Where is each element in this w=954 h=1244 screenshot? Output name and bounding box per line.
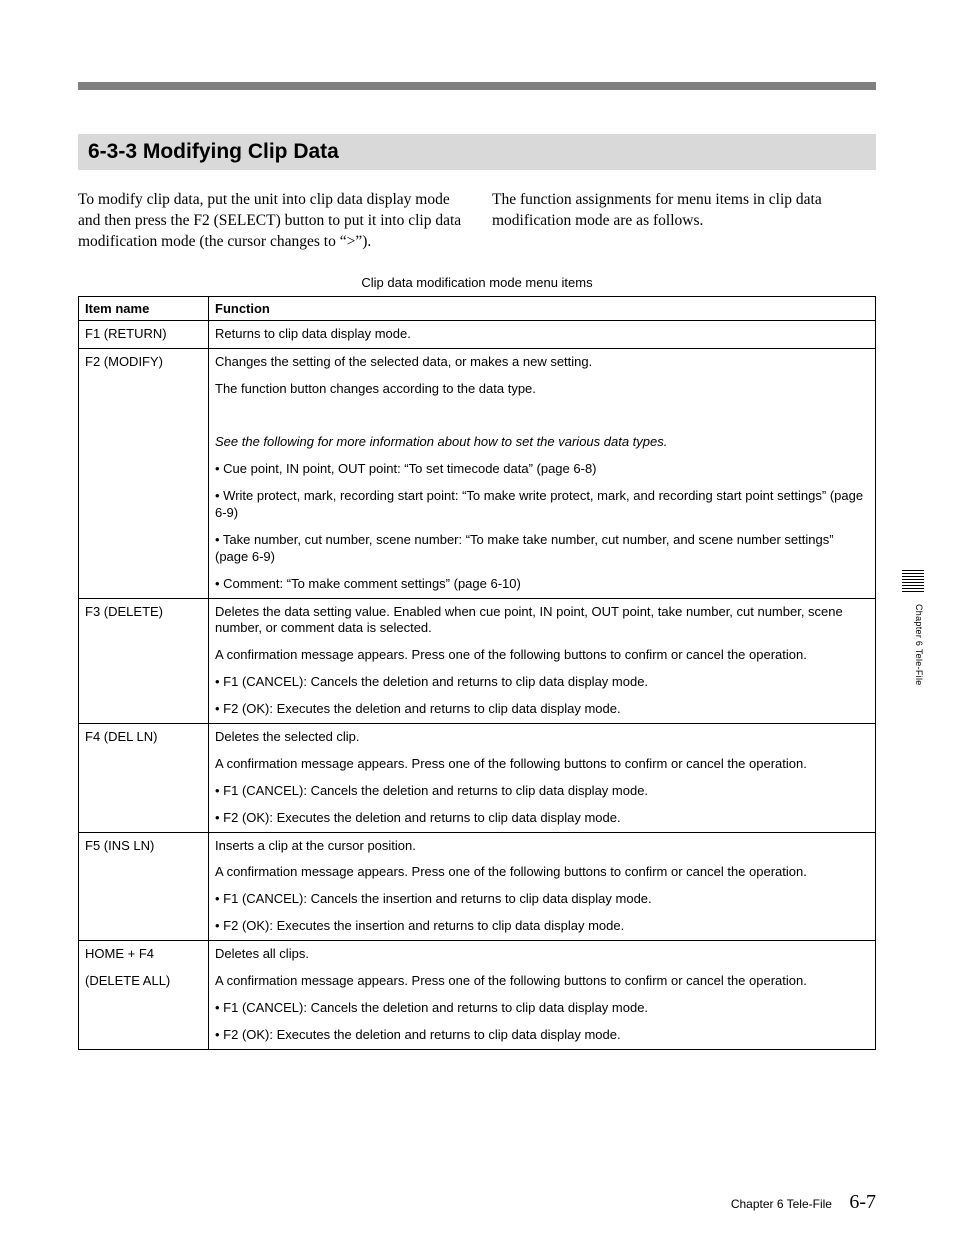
side-tab-label: Chapter 6 Tele-File [914,604,924,686]
cell-function: The function button changes according to… [209,376,876,403]
cell-function: Returns to clip data display mode. [209,320,876,348]
cell-item [79,778,209,805]
cell-function: Changes the setting of the selected data… [209,348,876,375]
cell-item [79,859,209,886]
th-function: Function [209,296,876,320]
cell-function: • F2 (OK): Executes the insertion and re… [209,913,876,940]
table-row: F1 (RETURN)Returns to clip data display … [79,320,876,348]
table-row: • Take number, cut number, scene number:… [79,527,876,571]
cell-item: HOME + F4 [79,941,209,968]
cell-item [79,913,209,940]
cell-item [79,751,209,778]
cell-function: Deletes all clips. [209,941,876,968]
cell-item [79,571,209,598]
side-tab: Chapter 6 Tele-File [894,570,924,686]
table-row: • F1 (CANCEL): Cancels the deletion and … [79,995,876,1022]
cell-function: Deletes the data setting value. Enabled … [209,598,876,642]
footer-chapter: Chapter 6 Tele-File [731,1197,832,1211]
table-row: • F1 (CANCEL): Cancels the deletion and … [79,669,876,696]
cell-item [79,669,209,696]
cell-item [79,376,209,403]
cell-function: • F2 (OK): Executes the deletion and ret… [209,1022,876,1049]
cell-function: A confirmation message appears. Press on… [209,751,876,778]
table-caption: Clip data modification mode menu items [78,275,876,290]
menu-table: Item name Function F1 (RETURN)Returns to… [78,296,876,1050]
cell-function: • F1 (CANCEL): Cancels the insertion and… [209,886,876,913]
table-row: A confirmation message appears. Press on… [79,642,876,669]
footer-page-number: 6-7 [849,1191,876,1213]
table-row: • F1 (CANCEL): Cancels the insertion and… [79,886,876,913]
table-header-row: Item name Function [79,296,876,320]
intro-right: The function assignments for menu items … [492,190,876,253]
cell-function: See the following for more information a… [209,429,876,456]
cell-item: F5 (INS LN) [79,832,209,859]
page: 6-3-3 Modifying Clip Data To modify clip… [0,0,954,1244]
table-row: • F2 (OK): Executes the deletion and ret… [79,1022,876,1049]
side-tab-lines-icon [902,570,924,594]
cell-function: A confirmation message appears. Press on… [209,968,876,995]
cell-function: • Take number, cut number, scene number:… [209,527,876,571]
cell-function [209,402,876,429]
cell-function: Deletes the selected clip. [209,724,876,751]
cell-item [79,642,209,669]
table-row: • F2 (OK): Executes the insertion and re… [79,913,876,940]
table-row [79,402,876,429]
cell-function: A confirmation message appears. Press on… [209,859,876,886]
cell-function: • F2 (OK): Executes the deletion and ret… [209,805,876,832]
table-row: • Comment: “To make comment settings” (p… [79,571,876,598]
cell-function: A confirmation message appears. Press on… [209,642,876,669]
top-bar [78,82,876,90]
table-row: F3 (DELETE)Deletes the data setting valu… [79,598,876,642]
table-row: F2 (MODIFY)Changes the setting of the se… [79,348,876,375]
table-row: • Cue point, IN point, OUT point: “To se… [79,456,876,483]
cell-item: F4 (DEL LN) [79,724,209,751]
cell-item: F3 (DELETE) [79,598,209,642]
cell-item [79,886,209,913]
table-row: F4 (DEL LN)Deletes the selected clip. [79,724,876,751]
section-heading: 6-3-3 Modifying Clip Data [78,134,876,170]
cell-item: F1 (RETURN) [79,320,209,348]
cell-item [79,1022,209,1049]
table-row: The function button changes according to… [79,376,876,403]
cell-function: Inserts a clip at the cursor position. [209,832,876,859]
cell-item [79,483,209,527]
cell-item [79,696,209,723]
cell-function: • Comment: “To make comment settings” (p… [209,571,876,598]
table-row: A confirmation message appears. Press on… [79,859,876,886]
cell-item [79,995,209,1022]
th-item: Item name [79,296,209,320]
cell-function: • F1 (CANCEL): Cancels the deletion and … [209,995,876,1022]
cell-item [79,456,209,483]
cell-item: F2 (MODIFY) [79,348,209,375]
cell-function: • F1 (CANCEL): Cancels the deletion and … [209,778,876,805]
cell-item: (DELETE ALL) [79,968,209,995]
table-row: A confirmation message appears. Press on… [79,751,876,778]
cell-function: • Write protect, mark, recording start p… [209,483,876,527]
intro-left: To modify clip data, put the unit into c… [78,190,462,253]
cell-item [79,402,209,429]
cell-function: • Cue point, IN point, OUT point: “To se… [209,456,876,483]
page-footer: Chapter 6 Tele-File 6-7 [731,1191,876,1214]
table-row: See the following for more information a… [79,429,876,456]
cell-function: • F1 (CANCEL): Cancels the deletion and … [209,669,876,696]
cell-item [79,527,209,571]
table-row: (DELETE ALL)A confirmation message appea… [79,968,876,995]
intro-columns: To modify clip data, put the unit into c… [78,190,876,253]
table-row: • F1 (CANCEL): Cancels the deletion and … [79,778,876,805]
cell-item [79,805,209,832]
table-row: F5 (INS LN)Inserts a clip at the cursor … [79,832,876,859]
table-row: • Write protect, mark, recording start p… [79,483,876,527]
table-row: • F2 (OK): Executes the deletion and ret… [79,805,876,832]
cell-item [79,429,209,456]
cell-function: • F2 (OK): Executes the deletion and ret… [209,696,876,723]
table-row: • F2 (OK): Executes the deletion and ret… [79,696,876,723]
table-row: HOME + F4Deletes all clips. [79,941,876,968]
